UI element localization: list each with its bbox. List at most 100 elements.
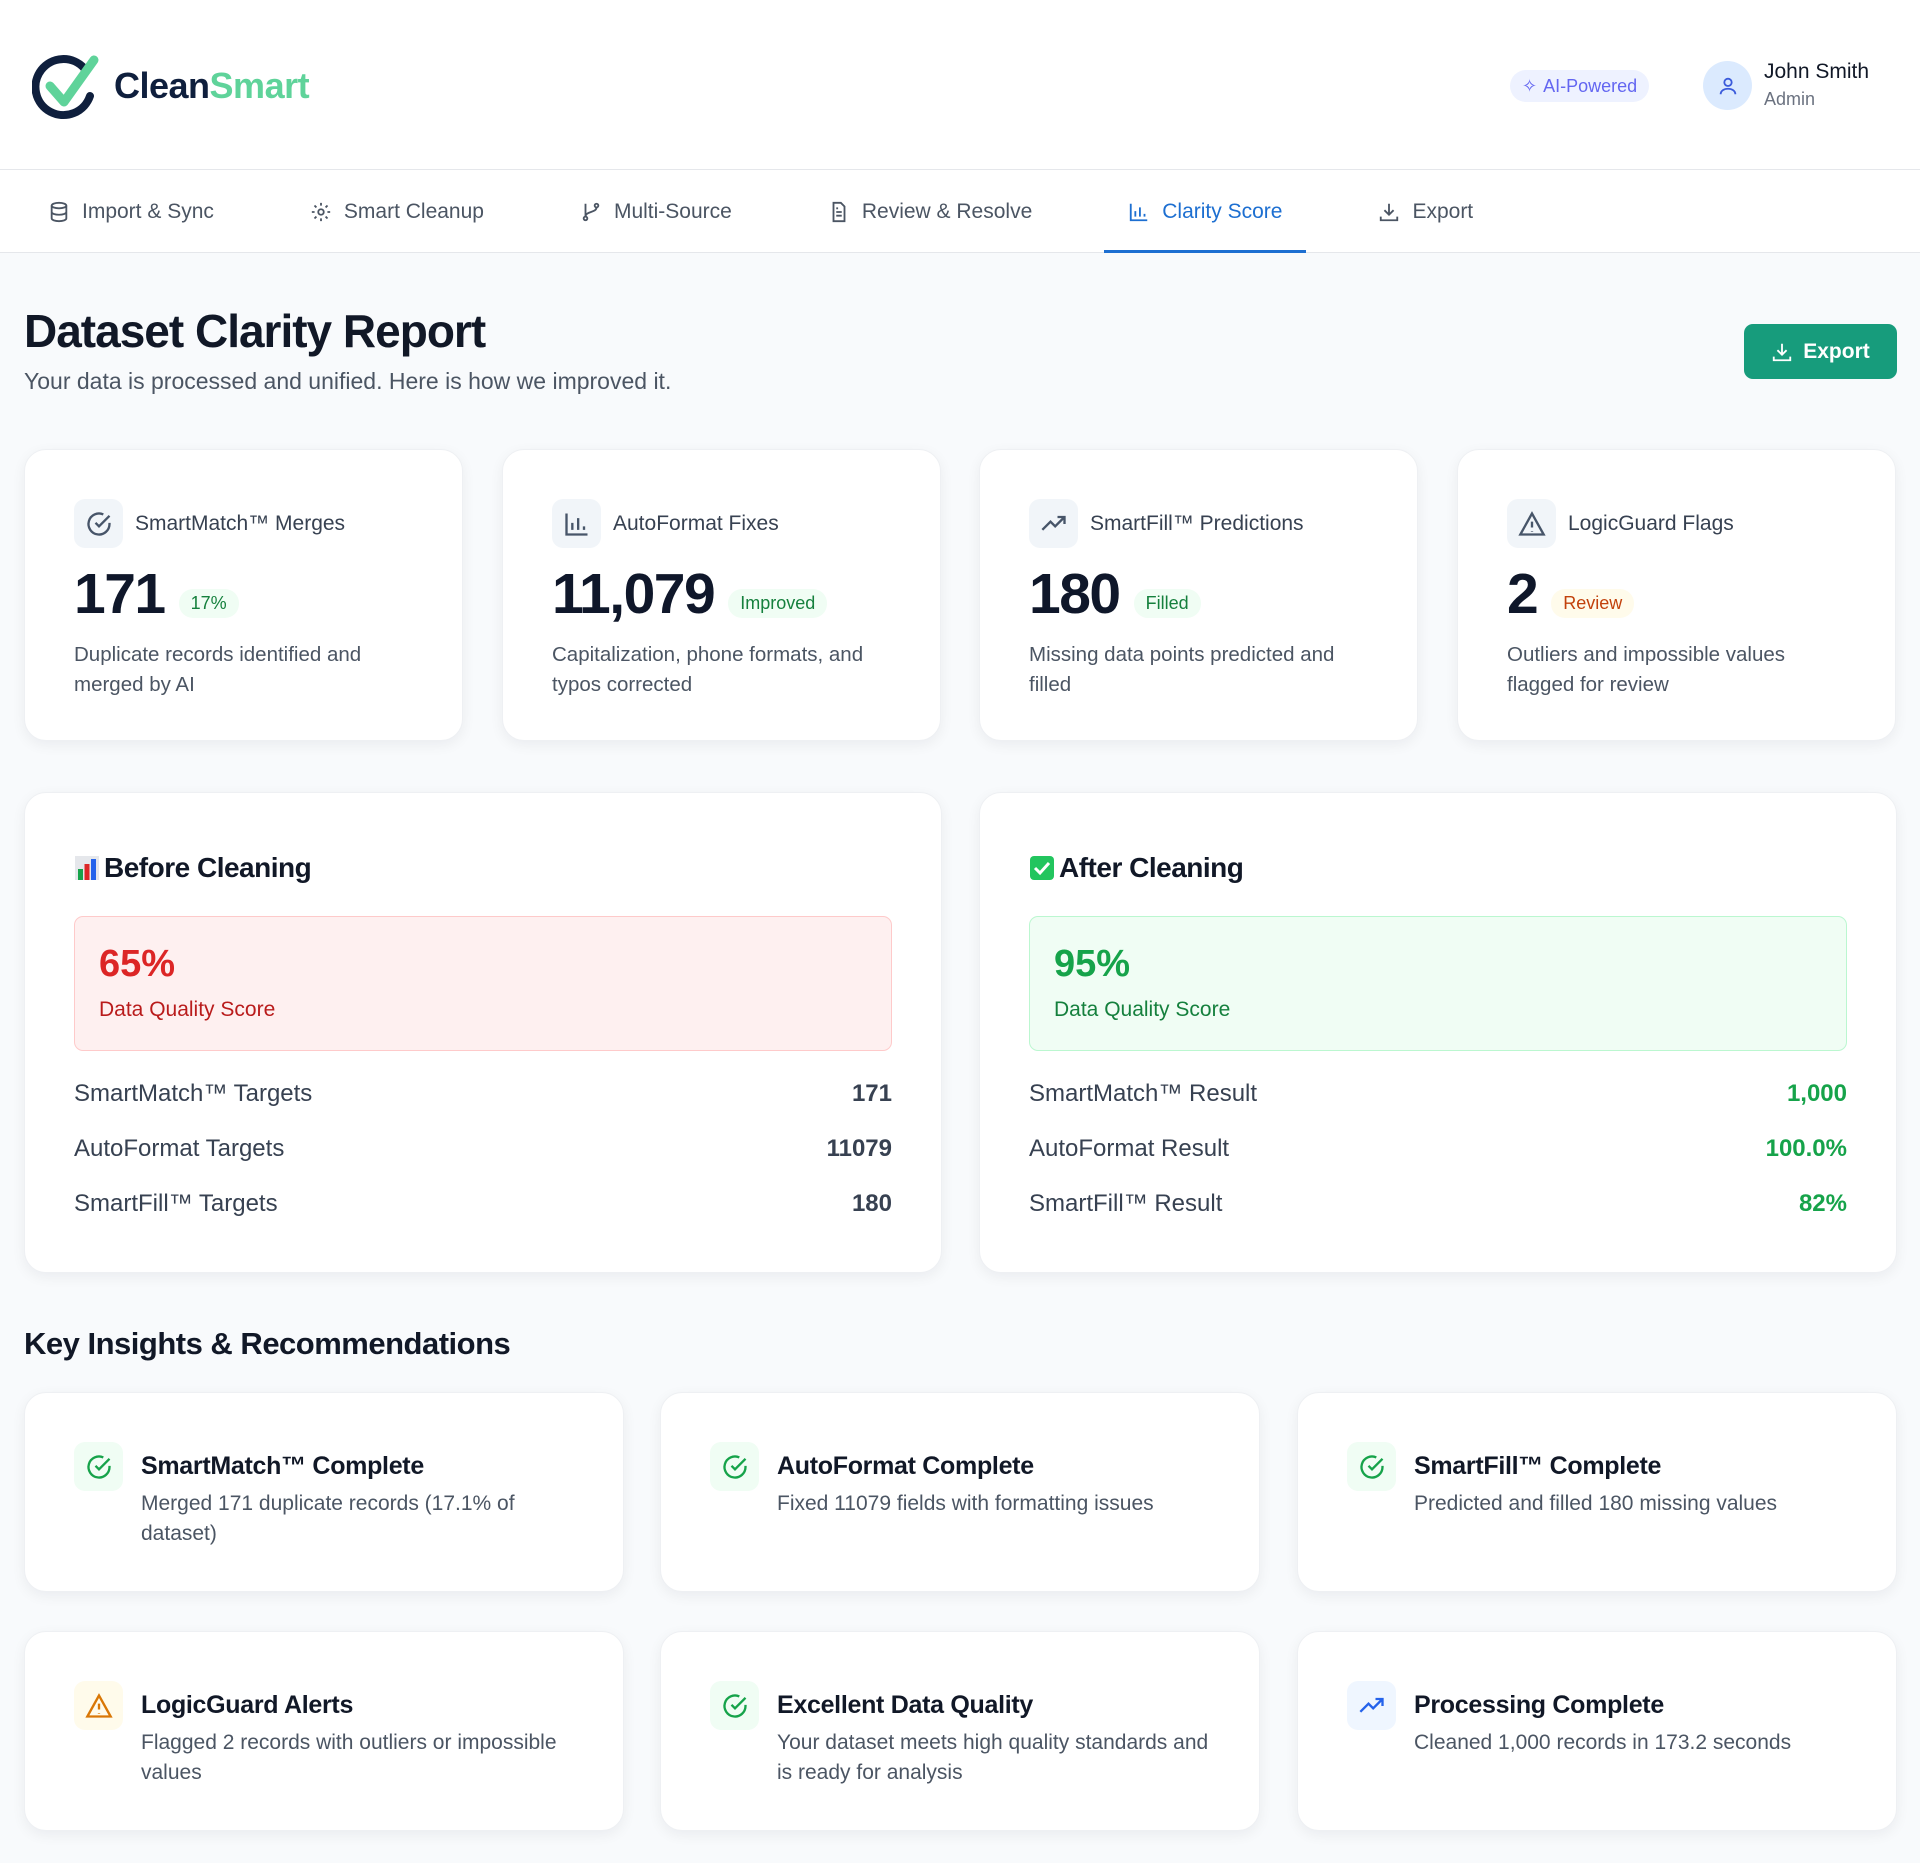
metric-row: AutoFormat Result 100.0% [1029,1121,1847,1176]
insight-desc: Predicted and filled 180 missing values [1414,1492,1778,1515]
check-circle-icon [710,1681,759,1730]
tab-multi-source[interactable]: Multi-Source [556,170,756,253]
insight-desc: Your dataset meets high quality standard… [777,1731,1209,1784]
gear-icon [311,202,331,221]
user-icon [1719,77,1736,94]
stat-card-logicguard: LogicGuard Flags 2 Review Outliers and im… [1457,449,1896,741]
bar-chart-icon [1130,203,1148,221]
metric-row: SmartMatch™ Targets 171 [74,1066,892,1121]
insight-desc: Cleaned 1,000 records in 173.2 seconds [1414,1731,1792,1754]
stat-desc: Missing data points predicted and filled [1029,643,1335,696]
metric-value: 171 [851,1079,892,1107]
insight-title: LogicGuard Alerts [141,1691,354,1719]
stat-badge: Improved [728,589,828,618]
stat-badge: Filled [1133,589,1201,618]
trending-up-icon [1029,499,1078,548]
logo[interactable]: CleanSmart [32,52,310,120]
main-nav: Import & Sync Smart Cleanup Multi-Source… [0,170,1920,253]
trending-up-icon [1347,1681,1396,1730]
tab-label: Import & Sync [82,199,214,223]
tab-smart-cleanup[interactable]: Smart Cleanup [286,170,508,253]
stat-badge: Review [1551,589,1635,618]
metric-value: 82% [1798,1189,1847,1217]
insight-title: AutoFormat Complete [777,1452,1034,1480]
stat-desc: Outliers and impossible values flagged f… [1507,643,1786,696]
user-role: Admin [1764,89,1816,109]
metric-value: 100.0% [1765,1134,1847,1162]
stat-label: AutoFormat Fixes [613,511,779,535]
metric-row: SmartFill™ Targets 180 [74,1176,892,1231]
stat-value: 11,079 [552,562,716,626]
git-branch-icon [582,202,600,221]
check-circle-icon [710,1442,759,1491]
tab-label: Review & Resolve [861,199,1033,223]
brand-name-clean: Clean [114,65,210,106]
metric-value: 11079 [826,1134,892,1162]
panel-title: After Cleaning [1059,852,1244,883]
user-name: John Smith [1764,60,1870,83]
score-label: Data Quality Score [99,998,276,1021]
insight-title: Processing Complete [1414,1691,1664,1719]
export-button[interactable]: Export [1744,324,1897,379]
tab-label: Smart Cleanup [343,199,484,223]
tab-label: Export [1412,199,1474,223]
metric-row: AutoFormat Targets 11079 [74,1121,892,1176]
insight-desc: Merged 171 duplicate records (17.1% of d… [141,1492,515,1545]
export-label: Export [1803,339,1870,363]
metric-label: AutoFormat Targets [74,1134,285,1162]
insight-card: SmartFill™ Complete Predicted and filled … [1297,1392,1897,1592]
stat-desc: Capitalization, phone formats, and typos… [552,643,864,696]
stat-value: 171 [74,562,166,626]
avatar[interactable] [1703,61,1752,110]
metric-label: SmartFill™ Result [1029,1189,1223,1217]
score-value: 65% [99,943,176,985]
stat-label: SmartFill™ Predictions [1090,511,1304,535]
stat-label: SmartMatch™ Merges [135,511,346,535]
document-icon [832,201,846,222]
insight-card: AutoFormat Complete Fixed 11079 fields wi… [660,1392,1260,1592]
score-value: 95% [1054,943,1131,985]
sparkles-icon: ✧ [1522,75,1538,96]
before-score-box: 65% Data Quality Score [74,916,892,1051]
insight-card: Processing Complete Cleaned 1,000 records… [1297,1631,1897,1831]
stat-value: 2 [1507,562,1539,626]
panel-title: Before Cleaning [104,852,312,883]
ai-powered-badge: ✧ AI-Powered [1510,70,1650,102]
metric-value: 180 [851,1189,892,1217]
check-circle-icon [74,499,123,548]
metric-label: AutoFormat Result [1029,1134,1230,1162]
app-header: CleanSmart ✧ AI-Powered John Smith Admin [0,0,1920,170]
before-cleaning-panel: Before Cleaning 65% Data Quality Score Sm… [24,792,942,1273]
stat-label: LogicGuard Flags [1568,511,1734,535]
tab-label: Clarity Score [1162,199,1283,223]
metric-row: SmartFill™ Result 82% [1029,1176,1847,1231]
brand-name-smart: Smart [209,65,310,106]
check-circle-icon [1347,1442,1396,1491]
insight-card: LogicGuard Alerts Flagged 2 records with … [24,1631,624,1831]
stat-value: 180 [1029,562,1121,626]
check-mark-button-icon [1030,856,1054,880]
tab-review-resolve[interactable]: Review & Resolve [804,170,1056,253]
tab-label: Multi-Source [613,199,732,223]
insight-card: Excellent Data Quality Your dataset meets… [660,1631,1260,1831]
insight-title: SmartMatch™ Complete [141,1452,424,1480]
insight-title: Excellent Data Quality [777,1691,1033,1719]
metric-label: SmartFill™ Targets [74,1189,278,1217]
page-title: Dataset Clarity Report [24,305,486,357]
metric-label: SmartMatch™ Result [1029,1079,1258,1107]
metric-value: 1,000 [1786,1079,1847,1107]
insight-desc: Flagged 2 records with outliers or impos… [141,1731,557,1784]
database-icon [50,201,68,222]
insight-title: SmartFill™ Complete [1414,1452,1662,1480]
bar-chart-emoji-icon [75,856,99,880]
insight-card: SmartMatch™ Complete Merged 171 duplicate… [24,1392,624,1592]
page-subtitle: Your data is processed and unified. Here… [24,368,672,394]
tab-export[interactable]: Export [1354,170,1497,253]
tab-clarity-score[interactable]: Clarity Score [1104,170,1307,253]
tab-import-sync[interactable]: Import & Sync [24,170,238,253]
warning-icon [74,1681,123,1730]
after-score-box: 95% Data Quality Score [1029,916,1847,1051]
stat-badge: 17% [178,589,239,618]
insights-heading: Key Insights & Recommendations [24,1326,511,1361]
score-label: Data Quality Score [1054,998,1231,1021]
